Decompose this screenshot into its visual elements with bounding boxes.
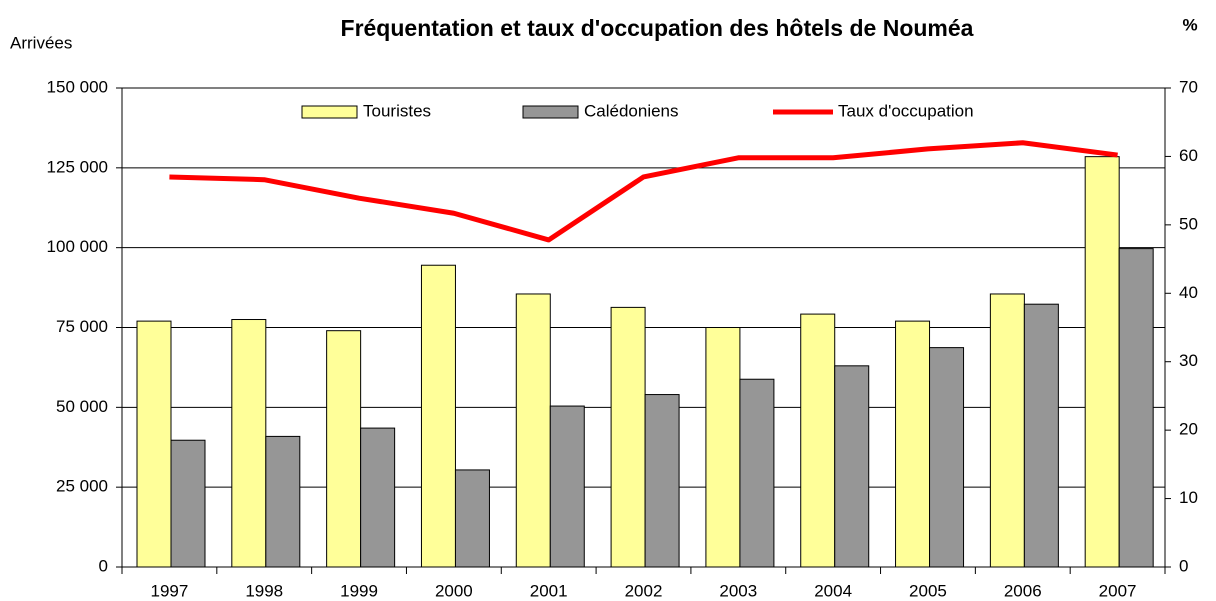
y-tick-label: 0 bbox=[99, 556, 108, 575]
bar bbox=[610, 306, 646, 568]
bar bbox=[360, 427, 396, 568]
bar bbox=[420, 264, 456, 568]
bar bbox=[644, 394, 680, 568]
chart-title: Fréquentation et taux d'occupation des h… bbox=[341, 15, 974, 41]
x-tick-label: 2002 bbox=[625, 581, 663, 600]
y2-tick-label: 70 bbox=[1179, 77, 1198, 96]
legend-box bbox=[272, 96, 1050, 128]
y2-tick-label: 30 bbox=[1179, 351, 1198, 370]
bar bbox=[549, 405, 585, 568]
bar bbox=[1084, 156, 1120, 568]
bar bbox=[1023, 303, 1059, 568]
x-tick-label: 1997 bbox=[150, 581, 188, 600]
bar bbox=[454, 469, 490, 568]
y2-tick-label: 20 bbox=[1179, 420, 1198, 439]
bar bbox=[834, 365, 870, 568]
bar bbox=[989, 293, 1025, 568]
bar bbox=[515, 293, 551, 568]
bar bbox=[1118, 248, 1154, 568]
y-tick-label: 100 000 bbox=[47, 237, 108, 256]
x-tick-label: 2000 bbox=[435, 581, 473, 600]
bar bbox=[800, 313, 836, 568]
y-axis-label: Arrivées bbox=[10, 33, 72, 52]
y-tick-label: 125 000 bbox=[47, 157, 108, 176]
y2-tick-label: 0 bbox=[1179, 556, 1188, 575]
x-tick-label: 2001 bbox=[530, 581, 568, 600]
legend-label: Taux d'occupation bbox=[838, 101, 974, 120]
bar bbox=[326, 330, 362, 568]
bar bbox=[136, 320, 172, 568]
legend-swatch bbox=[301, 105, 358, 119]
x-tick-label: 2003 bbox=[719, 581, 757, 600]
y-tick-label: 75 000 bbox=[56, 317, 108, 336]
x-tick-label: 2004 bbox=[814, 581, 852, 600]
bar bbox=[265, 435, 301, 568]
bar bbox=[739, 378, 775, 568]
y2-tick-label: 50 bbox=[1179, 214, 1198, 233]
bar bbox=[929, 347, 965, 568]
legend-label: Calédoniens bbox=[584, 101, 679, 120]
y-tick-label: 50 000 bbox=[56, 397, 108, 416]
x-tick-label: 2005 bbox=[909, 581, 947, 600]
x-tick-label: 1999 bbox=[340, 581, 378, 600]
legend-swatch bbox=[522, 105, 579, 119]
bar bbox=[231, 319, 267, 568]
y2-axis-label: % bbox=[1182, 15, 1197, 34]
legend-label: Touristes bbox=[363, 101, 431, 120]
bar bbox=[705, 327, 741, 568]
bar bbox=[170, 439, 206, 568]
x-tick-label: 1998 bbox=[245, 581, 283, 600]
bar bbox=[895, 320, 931, 568]
x-tick-label: 2007 bbox=[1099, 581, 1137, 600]
y-tick-label: 25 000 bbox=[56, 477, 108, 496]
y2-tick-label: 60 bbox=[1179, 146, 1198, 165]
line bbox=[169, 140, 1118, 243]
y-tick-label: 150 000 bbox=[47, 77, 108, 96]
x-tick-label: 2006 bbox=[1004, 581, 1042, 600]
y2-tick-label: 10 bbox=[1179, 488, 1198, 507]
y2-tick-label: 40 bbox=[1179, 283, 1198, 302]
